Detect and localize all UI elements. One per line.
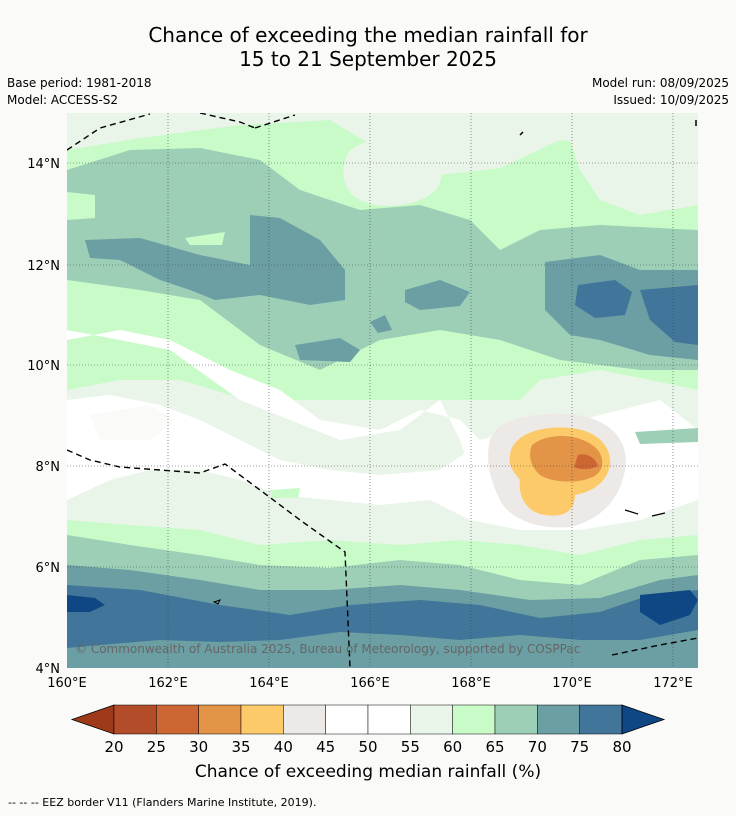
colorbar-swatch	[156, 704, 199, 735]
colorbar-extend-high	[621, 704, 666, 735]
colorbar-swatch	[537, 704, 580, 735]
field-white-patch	[90, 405, 175, 440]
eez-border-south	[611, 637, 698, 656]
field-25-patch	[574, 454, 598, 470]
lat-tick: 4°N	[36, 662, 61, 677]
lon-tick: 160°E	[47, 676, 87, 691]
colorbar-swatch	[283, 704, 326, 735]
lat-tick: 12°N	[27, 259, 60, 274]
copyright-credit: © Commonwealth of Australia 2025, Bureau…	[75, 642, 580, 656]
colorbar-swatch	[198, 704, 242, 735]
colorbar-tick-label: 75	[570, 738, 589, 756]
field-65-islet2	[270, 488, 300, 498]
lat-tick: 10°N	[27, 359, 60, 374]
lat-tick: 8°N	[36, 460, 61, 475]
field-85-east	[640, 590, 698, 625]
lon-tick: 164°E	[249, 676, 289, 691]
colorbar-swatch	[113, 704, 157, 735]
gridlines	[67, 113, 698, 668]
colorbar-tick-label: 50	[358, 738, 377, 756]
field-north-light	[67, 113, 698, 160]
field-light-top	[343, 136, 442, 206]
colorbar-swatch	[325, 704, 369, 735]
colorbar-swatch	[579, 704, 623, 735]
field-65-west	[67, 192, 95, 220]
field-75-patch3	[405, 280, 470, 310]
lat-tick: 6°N	[36, 561, 61, 576]
lon-tick: 168°E	[451, 676, 491, 691]
base-period: Base period: 1981-2018	[7, 76, 152, 90]
island	[519, 131, 524, 136]
colorbar-tick-label: 45	[316, 738, 335, 756]
colorbar-tick-label: 55	[401, 738, 420, 756]
lon-tick: 170°E	[552, 676, 592, 691]
island	[624, 509, 666, 517]
field-70-north	[67, 148, 698, 370]
colorbar-swatch	[410, 704, 453, 735]
lat-tick-labels: 14°N 12°N 10°N 8°N 6°N 4°N	[27, 157, 60, 677]
colorbar-tick-label: 60	[443, 738, 462, 756]
colorbar: 20 25 30 35 40 45 50 55 60 65 70 75 80	[70, 704, 666, 756]
colorbar-swatch	[367, 704, 411, 735]
lon-tick: 172°E	[653, 676, 693, 691]
lon-tick: 166°E	[350, 676, 390, 691]
colorbar-tick-label: 35	[231, 738, 250, 756]
field-75-nw	[85, 215, 345, 305]
model-run: Model run: 08/09/2025	[591, 76, 729, 90]
field-80-patch2	[640, 285, 698, 345]
lon-tick: 162°E	[148, 676, 188, 691]
colorbar-tick-label: 70	[528, 738, 547, 756]
field-80-south	[67, 585, 698, 648]
field-30-patch	[530, 435, 603, 482]
map-field	[67, 113, 698, 668]
field-70-east	[635, 428, 698, 444]
colorbar-extend-low	[70, 704, 115, 735]
colorbar-tick-label: 20	[104, 738, 123, 756]
colorbar-tick-label: 80	[612, 738, 631, 756]
issued-date: Issued: 10/09/2025	[613, 93, 729, 107]
colorbar-tick-label: 25	[147, 738, 166, 756]
field-80-patch1	[575, 280, 632, 318]
field-65-islet	[185, 232, 225, 245]
eez-border-north	[67, 113, 296, 151]
lon-tick-labels: 160°E 162°E 164°E 166°E 168°E 170°E 172°…	[47, 676, 693, 691]
model-name: Model: ACCESS-S2	[7, 93, 119, 107]
colorbar-tick-label: 40	[274, 738, 293, 756]
colorbar-swatch	[240, 704, 284, 735]
colorbar-tick-label: 65	[485, 738, 504, 756]
eez-footnote: -- -- -- EEZ border V11 (Flanders Marine…	[8, 796, 317, 809]
field-75-patch2	[370, 315, 392, 333]
island	[212, 599, 221, 605]
field-75-patch	[295, 338, 360, 362]
map-title-line2: 15 to 21 September 2025	[239, 47, 497, 71]
colorbar-tick-label: 30	[189, 738, 208, 756]
eez-border-west	[67, 449, 351, 668]
colorbar-title: Chance of exceeding median rainfall (%)	[194, 762, 542, 782]
colorbar-swatch	[494, 704, 538, 735]
field-light-ne	[560, 118, 698, 215]
map-title-line1: Chance of exceeding the median rainfall …	[148, 23, 588, 47]
lat-tick: 14°N	[27, 157, 60, 172]
colorbar-swatch	[452, 704, 496, 735]
field-85-west	[67, 595, 105, 612]
